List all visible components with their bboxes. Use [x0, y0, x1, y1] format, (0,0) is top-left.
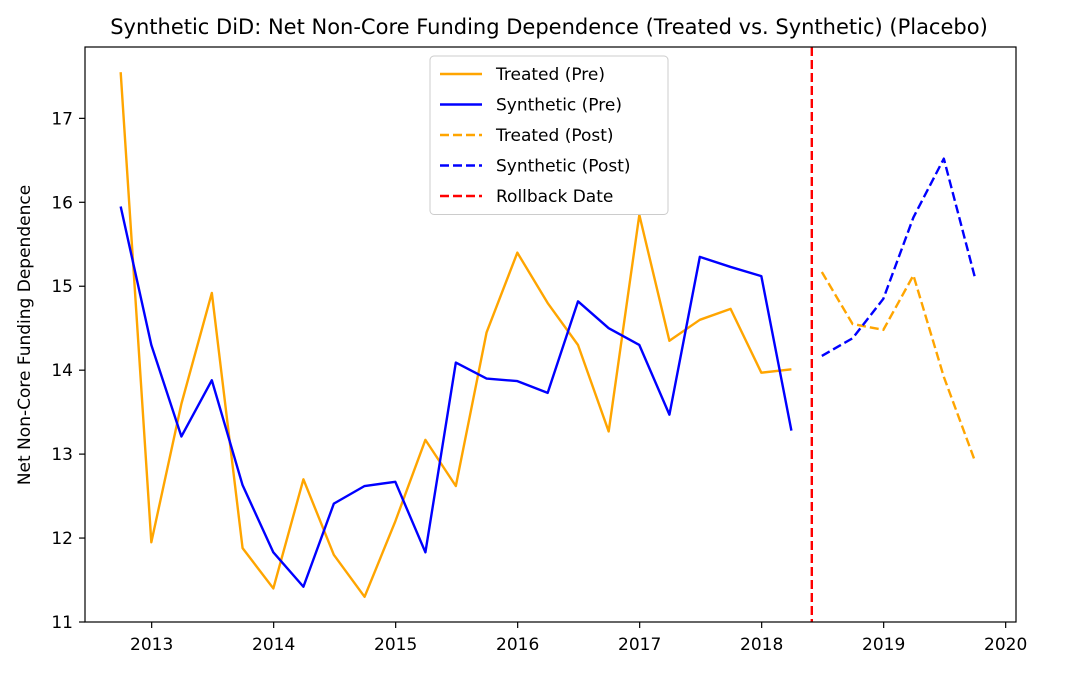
legend-box — [429, 55, 669, 215]
x-tick-label: 2016 — [496, 635, 539, 655]
y-tick-label: 13 — [51, 445, 73, 465]
legend-label: Treated (Post) — [495, 126, 614, 146]
x-tick-label: 2014 — [252, 635, 295, 655]
x-tick-label: 2017 — [618, 635, 661, 655]
legend-label: Synthetic (Post) — [496, 157, 631, 177]
x-tick-label: 2020 — [984, 635, 1027, 655]
chart-title: Synthetic DiD: Net Non-Core Funding Depe… — [110, 15, 988, 39]
x-tick-label: 2015 — [374, 635, 417, 655]
axes-frame — [84, 46, 1017, 623]
legend-label: Treated (Pre) — [495, 65, 605, 85]
plot-area — [119, 47, 976, 622]
legend-label: Synthetic (Pre) — [496, 96, 622, 116]
series-line-2 — [119, 206, 793, 588]
y-tick-label: 14 — [51, 361, 73, 381]
axes: 2013 2014 2015 2016 2017 2018 2019 2020 11 12 13 14… — [51, 46, 1027, 655]
y-tick-label: 17 — [51, 109, 73, 129]
series-line-3 — [820, 271, 976, 461]
series-line-4 — [821, 157, 976, 357]
y-tick-label: 16 — [51, 193, 73, 213]
y-tick-label: 12 — [51, 529, 73, 549]
series-line-1 — [119, 72, 792, 599]
x-tick-label: 2018 — [740, 635, 783, 655]
y-axis-label: Net Non-Core Funding Dependence — [15, 185, 35, 485]
x-tick-label: 2019 — [862, 635, 905, 655]
legend: Treated (Pre) Synthetic (Pre) Treated (Pos… — [429, 55, 669, 215]
y-tick-label: 15 — [51, 277, 73, 297]
x-tick-label: 2013 — [130, 635, 173, 655]
legend-label: Rollback Date — [496, 187, 613, 207]
y-tick-label: 11 — [51, 613, 73, 633]
